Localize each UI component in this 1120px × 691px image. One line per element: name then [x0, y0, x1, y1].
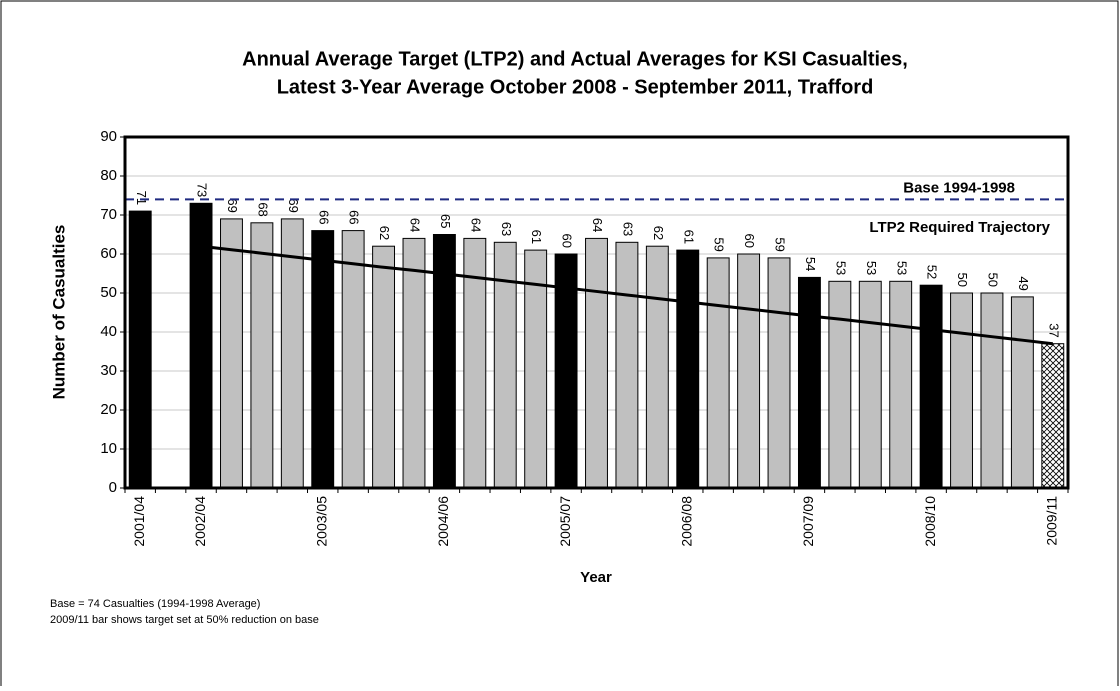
data-label: 54 [803, 257, 818, 271]
x-tick-label: 2005/07 [557, 496, 573, 547]
data-label: 49 [1016, 276, 1031, 290]
data-label: 37 [1046, 323, 1061, 337]
x-tick-label: 2001/04 [131, 496, 147, 547]
bar [767, 257, 791, 489]
data-label: 59 [773, 237, 788, 251]
data-label: 50 [986, 273, 1001, 287]
bar [797, 276, 821, 489]
bar [858, 280, 882, 489]
bar [1010, 296, 1034, 489]
y-tick-label: 50 [100, 284, 117, 301]
data-label: 50 [955, 273, 970, 287]
bar [311, 230, 335, 489]
data-label: 53 [833, 261, 848, 275]
note: Base = 74 Casualties (1994-1998 Average) [50, 598, 260, 610]
x-tick-label: 2004/06 [435, 496, 451, 547]
trajectory-line [200, 244, 1053, 346]
x-tick-label: 2009/11 [1043, 496, 1059, 546]
bar [645, 245, 669, 489]
data-label: 53 [894, 261, 909, 275]
base-label: Base 1994-1998 [903, 179, 1015, 196]
note: 2009/11 bar shows target set at 50% redu… [50, 614, 319, 626]
data-label: 63 [499, 222, 514, 236]
data-label: 52 [925, 265, 940, 279]
data-label: 60 [742, 234, 757, 248]
bar [706, 257, 730, 489]
data-label: 59 [712, 237, 727, 251]
x-tick-label: 2008/10 [922, 496, 938, 547]
bar [737, 253, 761, 489]
bar [889, 280, 913, 489]
x-axis-label: Year [580, 569, 612, 586]
x-tick-label: 2006/08 [678, 496, 694, 547]
bar [828, 280, 852, 489]
data-label: 63 [620, 222, 635, 236]
data-label: 62 [377, 226, 392, 240]
y-tick-label: 70 [100, 206, 117, 223]
x-tick-label: 2007/09 [800, 496, 816, 547]
chart-title: Latest 3-Year Average October 2008 - Sep… [277, 76, 874, 98]
data-label: 71 [134, 191, 149, 205]
data-label: 61 [529, 230, 544, 244]
trajectory-label: LTP2 Required Trajectory [869, 219, 1050, 236]
x-tick-label: 2002/04 [192, 496, 208, 547]
bar [950, 292, 973, 489]
bar [220, 218, 243, 489]
data-label: 65 [438, 214, 453, 228]
data-label: 64 [408, 218, 423, 232]
y-tick-label: 10 [100, 440, 117, 457]
bar [128, 210, 152, 489]
y-tick-label: 90 [100, 128, 117, 145]
bar [280, 218, 304, 489]
y-tick-label: 20 [100, 401, 117, 418]
bar [402, 237, 426, 489]
bar [919, 284, 943, 489]
y-tick-label: 0 [109, 479, 117, 496]
bar [676, 249, 700, 489]
bar [372, 245, 396, 489]
data-label: 62 [651, 226, 666, 240]
data-label: 69 [286, 198, 301, 212]
bar [980, 292, 1004, 489]
y-tick-label: 60 [100, 245, 117, 262]
x-tick-label: 2003/05 [313, 496, 329, 547]
data-label: 64 [468, 218, 483, 232]
data-label: 60 [560, 234, 575, 248]
data-label: 73 [195, 183, 210, 197]
bar [585, 237, 608, 489]
data-label: 68 [255, 202, 270, 216]
bar [250, 222, 274, 489]
y-tick-label: 30 [100, 362, 117, 379]
bar [615, 241, 639, 489]
data-label: 66 [347, 210, 362, 224]
data-label: 64 [590, 218, 605, 232]
data-label: 69 [225, 198, 240, 212]
data-label: 61 [681, 230, 696, 244]
bar [341, 230, 365, 489]
chart-title: Annual Average Target (LTP2) and Actual … [242, 48, 908, 70]
y-tick-label: 40 [100, 323, 117, 340]
data-label: 66 [316, 210, 331, 224]
y-tick-label: 80 [100, 167, 117, 184]
y-axis-label: Number of Casualties [49, 225, 68, 400]
bar [1041, 343, 1065, 489]
data-label: 53 [864, 261, 879, 275]
plot-border [123, 135, 1070, 490]
